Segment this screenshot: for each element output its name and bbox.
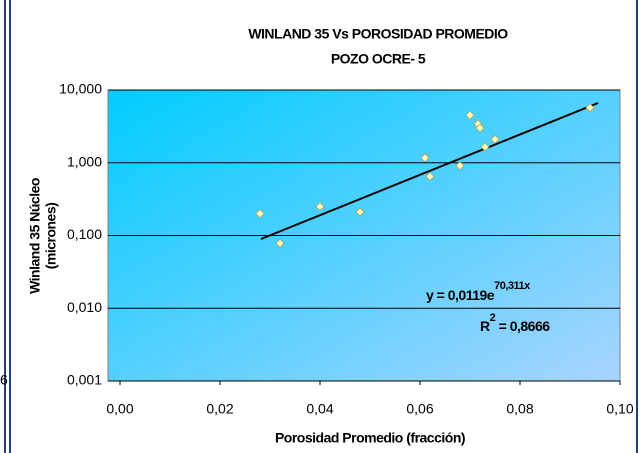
x-tick-label: 0,02	[206, 401, 233, 417]
point	[355, 207, 365, 217]
point	[315, 201, 325, 212]
r2-base: R	[480, 318, 490, 334]
x-tick-label: 0,08	[506, 401, 533, 417]
r-squared: R2 = 0,8666	[480, 312, 550, 334]
point	[490, 134, 500, 144]
x-tick-label: 0,00	[106, 401, 133, 417]
point	[480, 142, 490, 152]
point	[425, 171, 435, 181]
point	[275, 238, 285, 248]
point	[585, 103, 595, 113]
x-tick-label: 0,06	[406, 401, 433, 417]
y-tick-label: 1,000	[67, 153, 102, 169]
equation-base: y = 0,0119e	[426, 287, 495, 303]
y-tick-label: 10,000	[59, 81, 102, 97]
point	[455, 161, 465, 171]
y-axis-label: Winland 35 Núcleo	[27, 178, 43, 294]
y-tick-label: 0,100	[67, 226, 102, 242]
x-axis-label: Porosidad Promedio (fracción)	[275, 430, 465, 446]
y-tick-label: 0,010	[67, 299, 102, 315]
r2-rest: = 0,8666	[495, 318, 550, 334]
x-tick-label: 0,10	[606, 401, 633, 417]
chart-subtitle: POZO OCRE- 5	[331, 51, 426, 67]
y-axis-label: (micrones)	[43, 203, 59, 270]
point	[475, 123, 485, 133]
y-tick-label: 0,001	[67, 372, 102, 388]
x-tick-label: 0,04	[306, 401, 333, 417]
trendline	[260, 102, 599, 240]
cut-text: 6	[0, 372, 8, 388]
r2-exponent: 2	[490, 312, 496, 324]
point	[465, 110, 475, 120]
equation: y = 0,0119e70,311x	[426, 280, 531, 303]
equation-exponent: 70,311x	[494, 280, 531, 292]
point	[255, 209, 265, 219]
chart-title: WINLAND 35 Vs POROSIDAD PROMEDIO	[248, 26, 508, 42]
point	[420, 153, 430, 163]
